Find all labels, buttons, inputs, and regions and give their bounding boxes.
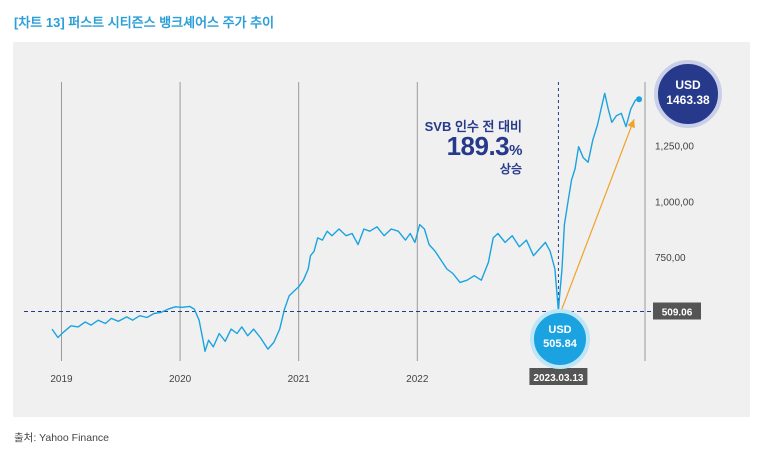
reference-value-tag (653, 302, 701, 320)
growth-arrow-head (627, 119, 635, 129)
annotation-percent-sign: % (509, 142, 522, 159)
high-price-value: 1463.38 (666, 93, 710, 107)
low-price-value: 505.84 (543, 338, 577, 350)
low-price-bubble: USD 505.84 (530, 309, 590, 369)
annotation-direction: 상승 (499, 162, 522, 176)
x-tick-label: 2020 (169, 374, 192, 385)
chart-panel (13, 42, 750, 417)
high-price-currency: USD (675, 78, 701, 92)
x-tick-label: 2019 (50, 374, 73, 385)
source-note: 출처: Yahoo Finance (14, 432, 110, 444)
growth-arrow-line (560, 119, 635, 311)
reference-value-label: 509.06 (662, 308, 693, 319)
event-date-tag (529, 368, 588, 385)
annotation-percent: 189.3% (410, 131, 523, 162)
price-line (51, 92, 640, 352)
annotation-label: SVB 인수 전 대비 (424, 119, 522, 134)
y-tick-label: 750,00 (655, 253, 686, 264)
x-tick-label: 2022 (406, 374, 429, 385)
event-date-label: 2023.03.13 (533, 373, 583, 384)
y-tick-label: 1,000,00 (655, 197, 694, 208)
x-tick-label: 2021 (288, 374, 311, 385)
chart-title: [차트 13] 퍼스트 시티즌스 뱅크셰어스 주가 추이 (14, 15, 275, 30)
annotation-percent-value: 189.3 (446, 131, 510, 161)
y-tick-label: 1,250,00 (655, 142, 694, 153)
latest-price-point (636, 96, 643, 103)
low-price-currency: USD (548, 324, 572, 336)
high-price-bubble: USD 1463.38 (654, 60, 722, 128)
